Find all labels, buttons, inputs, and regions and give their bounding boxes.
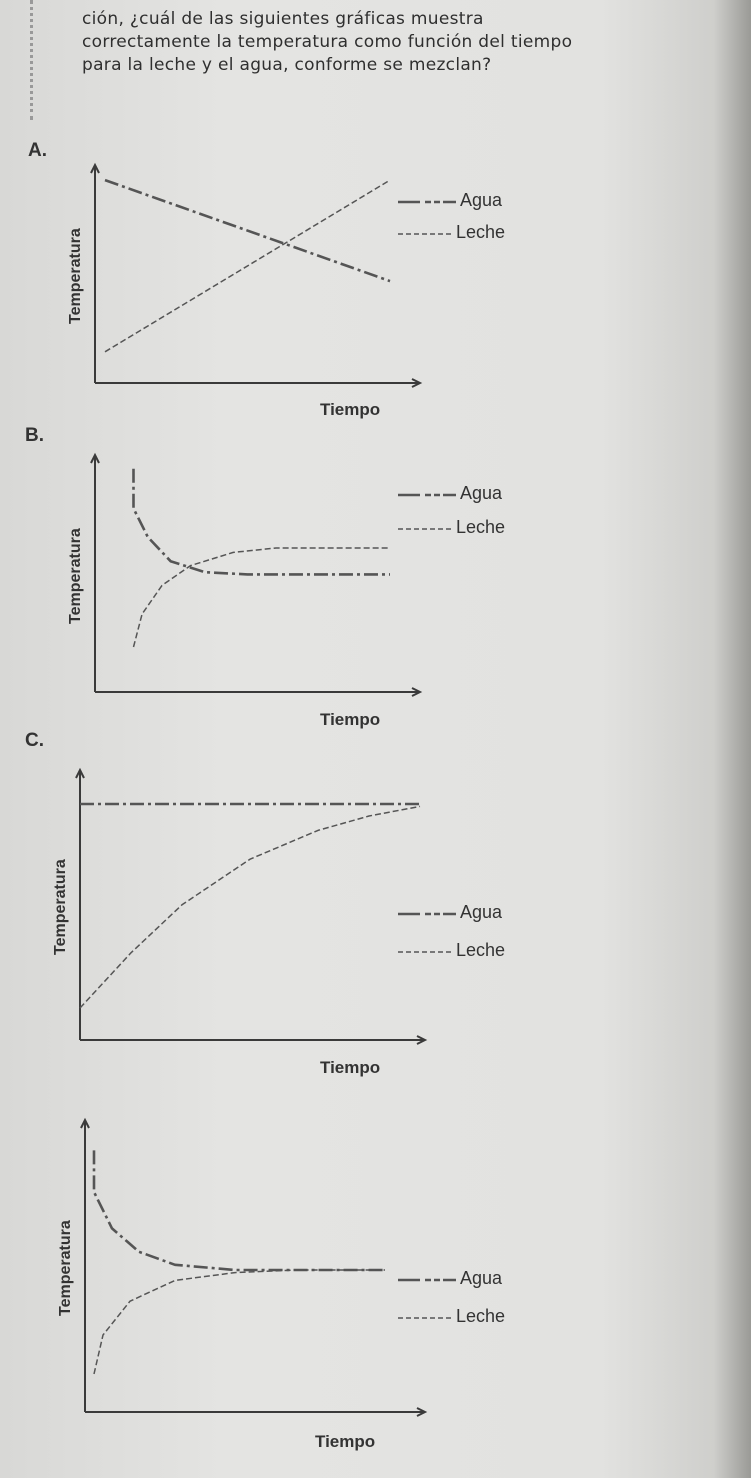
series-line-agua xyxy=(132,468,390,576)
legend-label-leche: Leche xyxy=(456,940,506,960)
x-axis-label: Tiempo xyxy=(320,400,381,419)
chart-canvas xyxy=(90,452,456,697)
x-axis-arrow-icon xyxy=(416,1035,428,1045)
chart-2: B. Temperatura Tiempo Agua Leche xyxy=(0,425,751,765)
chart-1: A. Temperatura Tiempo Agua Leche xyxy=(0,140,751,480)
y-axis-arrow-icon xyxy=(90,452,100,464)
question-text: ción, ¿cuál de las siguientes gráficas m… xyxy=(82,9,573,75)
legend-label-agua: Agua xyxy=(460,902,503,922)
y-axis-label: Temperatura xyxy=(52,859,69,955)
x-axis-arrow-icon xyxy=(411,378,423,388)
option-label: C. xyxy=(25,730,44,751)
y-axis-label: Temperatura xyxy=(67,527,84,624)
x-axis-label: Tiempo xyxy=(320,710,381,729)
legend-label-agua: Agua xyxy=(460,483,503,503)
x-axis-arrow-icon xyxy=(416,1407,428,1417)
legend-label-agua: Agua xyxy=(460,190,503,210)
x-axis-label: Tiempo xyxy=(315,1432,376,1451)
y-axis-arrow-icon xyxy=(80,1117,90,1129)
series-line-leche xyxy=(93,1269,385,1375)
chart-canvas xyxy=(75,767,456,1045)
legend-label-agua: Agua xyxy=(460,1268,503,1288)
y-axis-arrow-icon xyxy=(90,162,100,174)
series-line-leche xyxy=(79,805,421,1009)
chart-4: Temperatura Tiempo Agua Leche xyxy=(0,1110,751,1451)
legend-label-leche: Leche xyxy=(456,517,506,537)
chart-canvas xyxy=(90,162,456,388)
x-axis-label: Tiempo xyxy=(320,1058,381,1077)
y-axis-label: Temperatura xyxy=(67,228,84,324)
series-line-agua xyxy=(104,178,391,283)
series-line-leche xyxy=(132,547,390,648)
chart-canvas xyxy=(80,1117,456,1417)
x-axis-arrow-icon xyxy=(411,687,423,697)
series-line-agua xyxy=(92,1150,385,1272)
y-axis-arrow-icon xyxy=(75,767,85,779)
margin-dots xyxy=(30,0,37,120)
option-label: B. xyxy=(25,425,44,446)
option-label: A. xyxy=(28,140,47,161)
series-line-leche xyxy=(104,179,391,353)
chart-3: C. Temperatura Tiempo Agua Leche xyxy=(0,730,751,1077)
legend-label-leche: Leche xyxy=(456,1306,506,1326)
y-axis-label: Temperatura xyxy=(57,1220,74,1316)
legend-label-leche: Leche xyxy=(456,222,506,242)
